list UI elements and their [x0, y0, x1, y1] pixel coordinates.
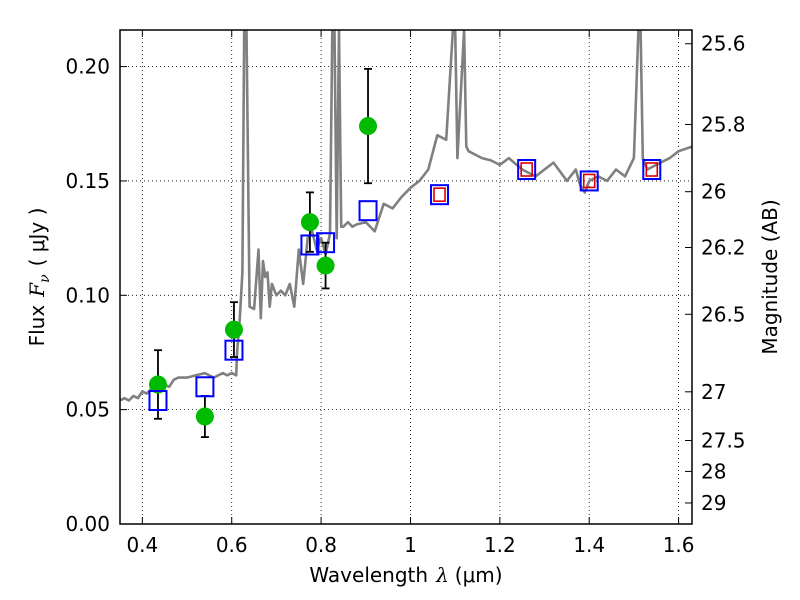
x-tick-label: 1.4 — [573, 533, 605, 557]
plot-series — [120, 30, 692, 438]
x-tick-label: 0.8 — [305, 533, 337, 557]
x-tick-label: 0.4 — [126, 533, 158, 557]
plot-frame — [119, 29, 693, 525]
y-tick-label: 0.05 — [65, 398, 110, 422]
model-square — [195, 376, 215, 398]
magnitude-tick-label: 25.8 — [701, 112, 746, 136]
model-square — [300, 234, 320, 256]
observed-square — [433, 187, 446, 202]
y-tick-label: 0.10 — [65, 283, 110, 307]
magnitude-tick-label: 28 — [701, 459, 726, 483]
spectrum-line — [120, 30, 692, 402]
model-square — [642, 159, 662, 181]
observed-square — [645, 162, 659, 177]
observed-point — [359, 117, 378, 136]
model-square — [358, 200, 378, 222]
model-square — [224, 339, 244, 361]
x-tick-label: 1.2 — [484, 533, 516, 557]
magnitude-tick-label: 26.2 — [701, 235, 746, 259]
observed-point — [195, 407, 214, 426]
magnitude-tick-label: 26.5 — [701, 302, 746, 326]
magnitude-tick-label: 29 — [701, 491, 726, 515]
magnitude-tick-label: 27.5 — [701, 429, 746, 453]
magnitude-tick-label: 26 — [701, 180, 726, 204]
observed-point — [148, 375, 167, 394]
grid — [120, 30, 692, 525]
magnitude-tick-label: 25.6 — [701, 32, 746, 56]
x-axis-label: Wavelength λ (μm) — [309, 563, 502, 587]
observed-point — [300, 213, 319, 232]
model-square — [430, 184, 450, 206]
x-tick-label: 1.6 — [663, 533, 695, 557]
observed-point — [224, 320, 243, 339]
observed-point — [316, 256, 335, 275]
axes: 0.4 0.6 0.8 1 1.2 1.4 1.6 0.00 0.05 0.10 0.15 0.20 2… — [65, 30, 746, 557]
model-square — [517, 159, 537, 181]
model-square — [148, 390, 168, 411]
x-tick-label: 1 — [404, 533, 417, 557]
y-tick-label: 0.20 — [65, 55, 110, 79]
magnitude-tick-label: 27 — [701, 380, 726, 404]
observed-square — [520, 162, 533, 177]
y-tick-label: 0.15 — [65, 169, 110, 193]
observed-square — [582, 173, 596, 189]
y-tick-label: 0.00 — [65, 512, 110, 536]
magnitude-axis-label: Magnitude (AB) — [758, 199, 782, 354]
x-tick-label: 0.6 — [216, 533, 248, 557]
model-square — [316, 232, 336, 254]
y-axis-label: FluxFν( μJy ) — [25, 208, 53, 347]
model-square — [579, 170, 599, 192]
